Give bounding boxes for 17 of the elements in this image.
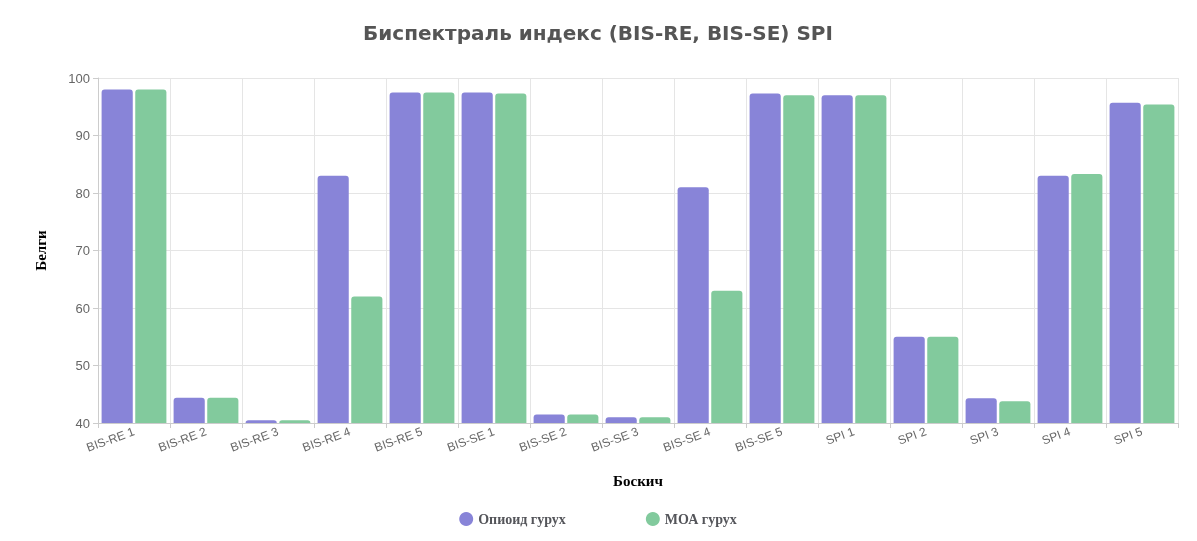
y-tick-label: 40 bbox=[75, 415, 90, 431]
legend-label: Опиоид гурух bbox=[478, 511, 566, 527]
x-tick-label: SPI 3 bbox=[968, 424, 1001, 448]
y-tick-label: 80 bbox=[75, 185, 90, 201]
x-tick-label: SPI 1 bbox=[824, 424, 857, 448]
chart-title: Биспектраль индекс (BIS-RE, BIS-SE) SPI bbox=[363, 21, 833, 45]
y-axis-title: Белги bbox=[32, 229, 49, 271]
y-tick-label: 90 bbox=[75, 128, 90, 143]
y-tick-label: 100 bbox=[68, 70, 90, 86]
x-tick-label: SPI 2 bbox=[896, 424, 929, 448]
x-tick-label: SPI 4 bbox=[1040, 424, 1073, 448]
legend-label: МОА гурух bbox=[664, 511, 737, 527]
x-axis-title: Боскич bbox=[613, 472, 664, 489]
y-tick-label: 60 bbox=[75, 300, 90, 316]
y-tick-label: 70 bbox=[75, 243, 90, 258]
y-tick-label: 50 bbox=[75, 358, 90, 373]
x-tick-label: SPI 5 bbox=[1112, 424, 1145, 448]
